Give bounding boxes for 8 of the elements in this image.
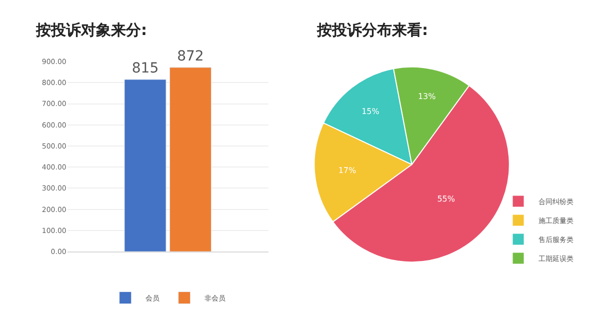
data-label: 872 [177,48,204,64]
data-label: 55% [437,194,456,204]
data-label: 13% [418,92,436,101]
data-label: 15% [362,106,380,116]
data-label: 815 [132,60,159,76]
chart-title: 按投诉分布来看: [316,21,428,39]
chart-title: 按投诉对象来分: [35,21,147,39]
data-label: 17% [338,166,357,176]
